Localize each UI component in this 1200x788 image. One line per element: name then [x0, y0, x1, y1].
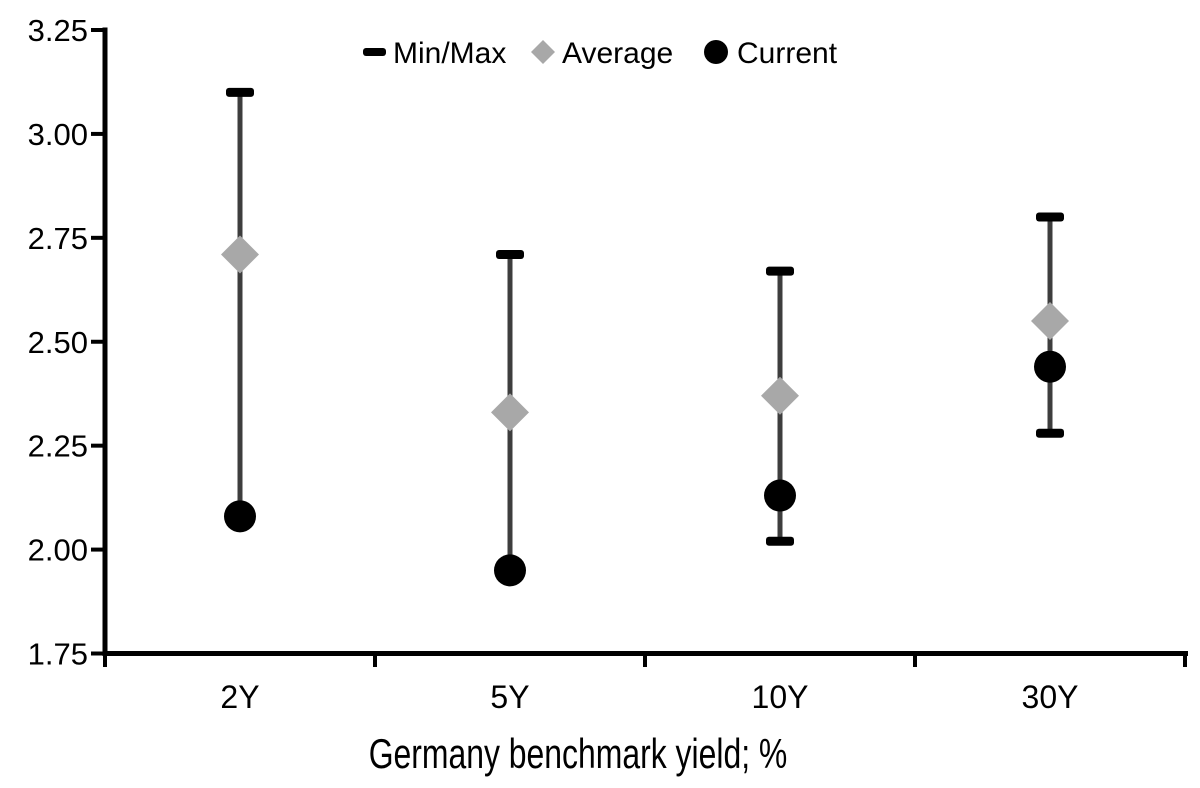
average-marker-10y: [761, 376, 799, 415]
current-marker-10y: [764, 479, 796, 512]
y-tick-label: 3.25: [28, 13, 88, 48]
average-marker-2y: [221, 235, 259, 274]
current-marker-30y: [1034, 350, 1066, 383]
max-cap-2y: [226, 87, 254, 97]
y-tick-label: 2.75: [28, 221, 88, 256]
max-cap-30y: [1036, 212, 1064, 222]
y-tick-label: 2.25: [28, 429, 88, 464]
x-category-label-5y: 5Y: [490, 679, 529, 715]
x-category-label-30y: 30Y: [1022, 679, 1079, 715]
plot-area: 3.25 3.00 2.75 2.50 2.25 2.00 1.75 2Y 5Y 10Y 30Y: [28, 13, 1188, 715]
legend: Min/Max Average Current: [363, 37, 838, 70]
current-marker-2y: [224, 500, 256, 533]
average-legend-marker: [531, 40, 555, 64]
y-tick-label: 2.00: [28, 533, 88, 568]
current-legend-marker: [704, 40, 728, 64]
x-category-label-2y: 2Y: [220, 679, 259, 715]
legend-label-current: Current: [737, 37, 838, 70]
min-cap-10y: [766, 536, 794, 546]
y-tick-label: 2.50: [28, 325, 88, 360]
minmax-legend-marker: [363, 48, 386, 56]
legend-label-average: Average: [562, 37, 673, 70]
x-category-label-10y: 10Y: [752, 679, 809, 715]
legend-label-minmax: Min/Max: [393, 37, 506, 70]
max-cap-5y: [496, 249, 524, 259]
x-axis-title: Germany benchmark yield; %: [369, 730, 788, 777]
max-cap-10y: [766, 266, 794, 276]
y-tick-label: 3.00: [28, 117, 88, 152]
average-marker-5y: [491, 393, 529, 432]
min-cap-30y: [1036, 428, 1064, 438]
average-marker-30y: [1031, 301, 1069, 340]
y-tick-label: 1.75: [28, 637, 88, 672]
current-marker-5y: [494, 554, 526, 587]
